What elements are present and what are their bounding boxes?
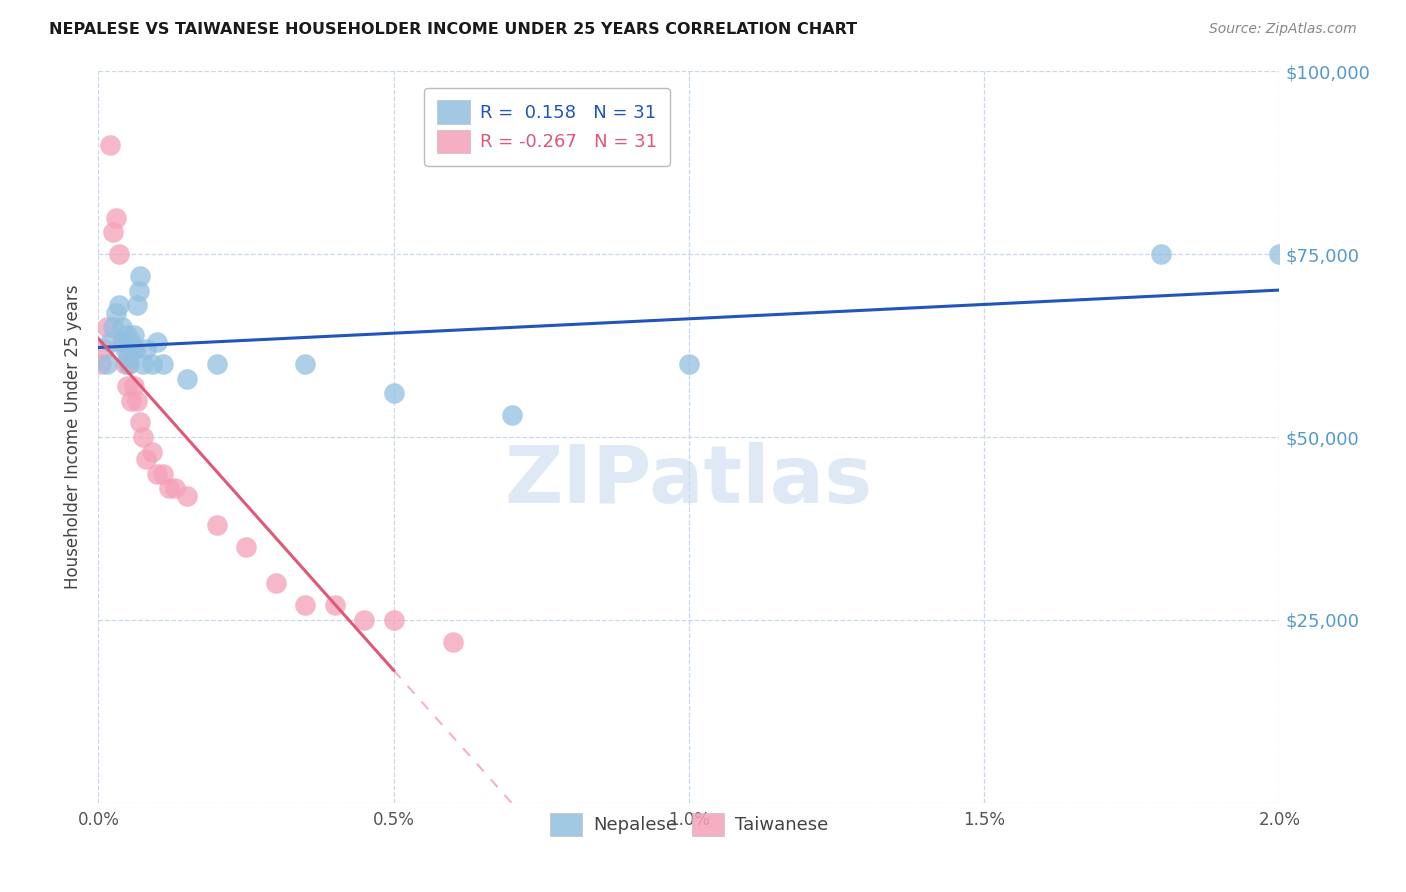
Point (146, 467, 169, 481)
Point (96, 357, 118, 371)
Point (93, 343, 115, 357)
Point (98, 137, 121, 152)
Point (146, 334, 169, 349)
Point (165, 481, 187, 495)
Point (122, 327, 145, 342)
Text: ZIPatlas: ZIPatlas (505, 442, 873, 520)
Point (114, 357, 136, 371)
Point (98, 334, 121, 349)
Point (125, 393, 148, 408)
Text: NEPALESE VS TAIWANESE HOUSEHOLDER INCOME UNDER 25 YEARS CORRELATION CHART: NEPALESE VS TAIWANESE HOUSEHOLDER INCOME… (49, 22, 858, 37)
Point (441, 635, 464, 649)
Point (96, 320, 118, 334)
Point (132, 430, 155, 444)
Point (141, 444, 163, 458)
Point (90, 357, 112, 371)
Point (117, 357, 139, 371)
Point (128, 269, 150, 284)
Point (125, 298, 148, 312)
Point (157, 481, 180, 495)
Point (103, 225, 125, 239)
Point (141, 357, 163, 371)
Point (128, 416, 150, 430)
Point (112, 334, 135, 349)
Point (235, 540, 257, 554)
Point (678, 357, 700, 371)
Point (205, 517, 228, 532)
Point (264, 576, 287, 591)
Point (122, 379, 145, 393)
Point (205, 357, 228, 371)
Point (382, 613, 405, 627)
Point (118, 357, 141, 371)
Point (121, 343, 143, 357)
Point (176, 371, 198, 385)
Point (152, 467, 174, 481)
Point (111, 334, 134, 349)
Text: Source: ZipAtlas.com: Source: ZipAtlas.com (1209, 22, 1357, 37)
Point (135, 343, 157, 357)
Point (120, 334, 142, 349)
Point (108, 247, 131, 261)
Point (323, 599, 346, 613)
Point (353, 613, 375, 627)
Point (105, 211, 128, 225)
Point (132, 357, 155, 371)
Point (1268, 247, 1291, 261)
Point (114, 343, 136, 357)
Point (294, 357, 316, 371)
Point (108, 298, 131, 312)
Point (294, 599, 316, 613)
Point (103, 320, 125, 334)
Point (501, 408, 523, 422)
Point (115, 379, 138, 393)
Point (115, 327, 138, 342)
Point (124, 343, 146, 357)
Point (105, 306, 128, 320)
Point (152, 357, 174, 371)
Y-axis label: Householder Income Under 25 years: Householder Income Under 25 years (65, 285, 83, 590)
Point (135, 452, 157, 467)
Point (120, 393, 142, 408)
Point (1150, 247, 1173, 261)
Point (111, 320, 134, 334)
Legend: Nepalese, Taiwanese: Nepalese, Taiwanese (541, 804, 837, 845)
Point (176, 489, 198, 503)
Point (128, 284, 150, 298)
Point (382, 386, 405, 401)
Point (117, 350, 139, 364)
